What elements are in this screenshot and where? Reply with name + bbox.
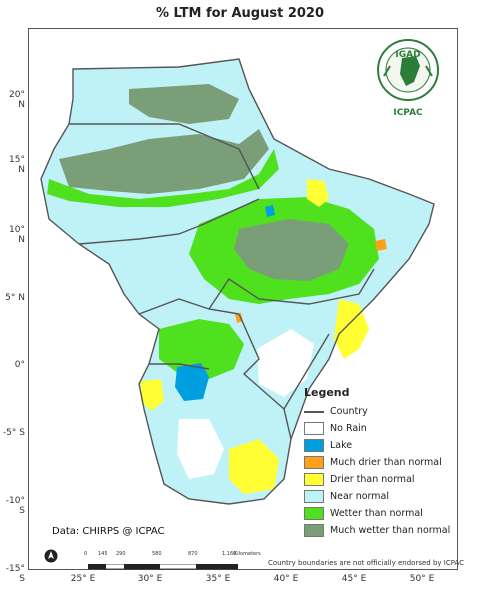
legend-item: Lake xyxy=(304,437,454,454)
legend-swatch xyxy=(304,456,324,469)
region-much-wetter-north xyxy=(129,84,239,124)
country-line-swatch xyxy=(304,410,324,413)
x-tick-label: 50° E xyxy=(409,574,435,584)
x-tick-label: 40° E xyxy=(273,574,299,584)
legend-item-label: Much drier than normal xyxy=(330,457,442,468)
legend-items: No Rain Lake Much drier than normal Drier t… xyxy=(304,420,454,539)
legend-item-label: Much wetter than normal xyxy=(330,525,451,536)
legend-title: Legend xyxy=(304,386,350,399)
region-drier-west xyxy=(141,379,164,411)
x-tick-label: 45° E xyxy=(341,574,367,584)
legend-item-label: Wetter than normal xyxy=(330,508,423,519)
scale-label: 145 xyxy=(98,551,108,557)
scale-unit: Kilometers xyxy=(234,551,261,557)
legend-item-label: Lake xyxy=(330,440,353,451)
x-tick-label: 35° E xyxy=(205,574,231,584)
legend-swatch xyxy=(304,473,324,486)
region-much-wetter-ethiopia xyxy=(234,219,349,281)
scale-bar xyxy=(87,555,239,574)
igad-logo: IGAD ICPAC xyxy=(372,36,444,122)
y-tick-label: 20° N xyxy=(9,90,25,110)
lake-victoria xyxy=(175,363,209,401)
legend-country-label: Country xyxy=(330,406,368,417)
legend-item-label: Drier than normal xyxy=(330,474,415,485)
scale-labels: 0 145 290 580 870 1,160 Kilometers xyxy=(84,551,294,559)
region-drier-somalia xyxy=(334,299,369,359)
data-credit: Data: CHIRPS @ ICPAC xyxy=(52,526,165,537)
region-much-wetter-sudan xyxy=(59,129,269,194)
legend-item: Drier than normal xyxy=(304,471,454,488)
region-no-rain-kenya xyxy=(257,329,314,397)
map-frame xyxy=(28,28,458,570)
legend-item: Wetter than normal xyxy=(304,505,454,522)
legend-swatch xyxy=(304,490,324,503)
legend-swatch xyxy=(304,422,324,435)
country-borders xyxy=(40,58,435,505)
legend-item: Much wetter than normal xyxy=(304,522,454,539)
north-arrow xyxy=(44,548,58,563)
region-much-drier-2 xyxy=(235,313,243,323)
y-tick-label: 15° N xyxy=(9,155,25,175)
rainfall-map xyxy=(40,58,435,505)
logo-bottom-text: ICPAC xyxy=(393,108,423,118)
legend-item: Near normal xyxy=(304,488,454,505)
scale-label: 0 xyxy=(84,551,88,557)
legend-item: Much drier than normal xyxy=(304,454,454,471)
y-tick-label: -15° S xyxy=(5,564,25,584)
region-wetter-sudan xyxy=(47,149,279,207)
north-arrow-icon xyxy=(44,549,58,563)
x-tick-label: 25° E xyxy=(70,574,96,584)
legend-swatch xyxy=(304,439,324,452)
map-legend: Legend Country No Rain Lake Much drier tha… xyxy=(304,386,454,539)
region-drier-north xyxy=(307,179,329,207)
y-tick-label: -10° S xyxy=(5,496,25,516)
scale-label: 290 xyxy=(116,551,126,557)
y-tick-label: -5° S xyxy=(2,428,25,438)
disclaimer: Country boundaries are not officially en… xyxy=(268,559,465,567)
scale-bar-graphic xyxy=(87,563,239,570)
legend-swatch xyxy=(304,507,324,520)
legend-swatch xyxy=(304,524,324,537)
scale-label: 580 xyxy=(152,551,162,557)
y-tick-label: 10° N xyxy=(9,225,25,245)
scale-label: 870 xyxy=(188,551,198,557)
igad-logo-icon xyxy=(377,39,439,101)
y-tick-label: 5° N xyxy=(5,293,25,303)
y-tick-label: 0° xyxy=(14,360,25,370)
x-tick-label: 30° E xyxy=(137,574,163,584)
region-drier-tanzania xyxy=(229,439,279,494)
legend-item-label: Near normal xyxy=(330,491,389,502)
region-no-rain-tanzania xyxy=(177,419,224,479)
scale-label: 1,160 xyxy=(222,551,237,557)
legend-item: No Rain xyxy=(304,420,454,437)
logo-top-text: IGAD xyxy=(395,50,421,60)
legend-country: Country xyxy=(304,403,454,420)
map-title: % LTM for August 2020 xyxy=(155,6,325,21)
legend-item-label: No Rain xyxy=(330,423,367,434)
lake-tana xyxy=(265,205,275,217)
region-much-drier-1 xyxy=(375,239,387,251)
